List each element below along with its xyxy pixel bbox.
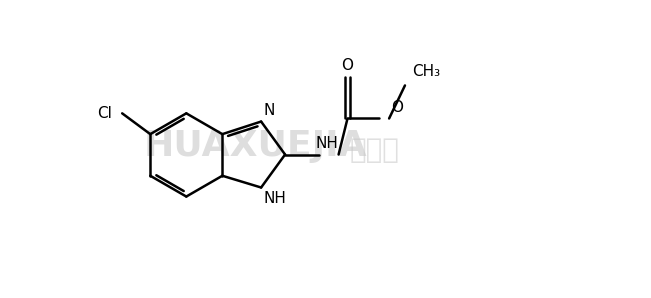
- Text: NH: NH: [315, 136, 338, 150]
- Text: HUAXUEJIA: HUAXUEJIA: [144, 129, 367, 163]
- Text: 化学加: 化学加: [350, 136, 400, 164]
- Text: O: O: [342, 58, 353, 73]
- Text: N: N: [263, 103, 275, 118]
- Text: NH: NH: [263, 192, 286, 207]
- Text: CH₃: CH₃: [412, 64, 440, 80]
- Text: Cl: Cl: [98, 106, 112, 121]
- Text: O: O: [391, 100, 403, 114]
